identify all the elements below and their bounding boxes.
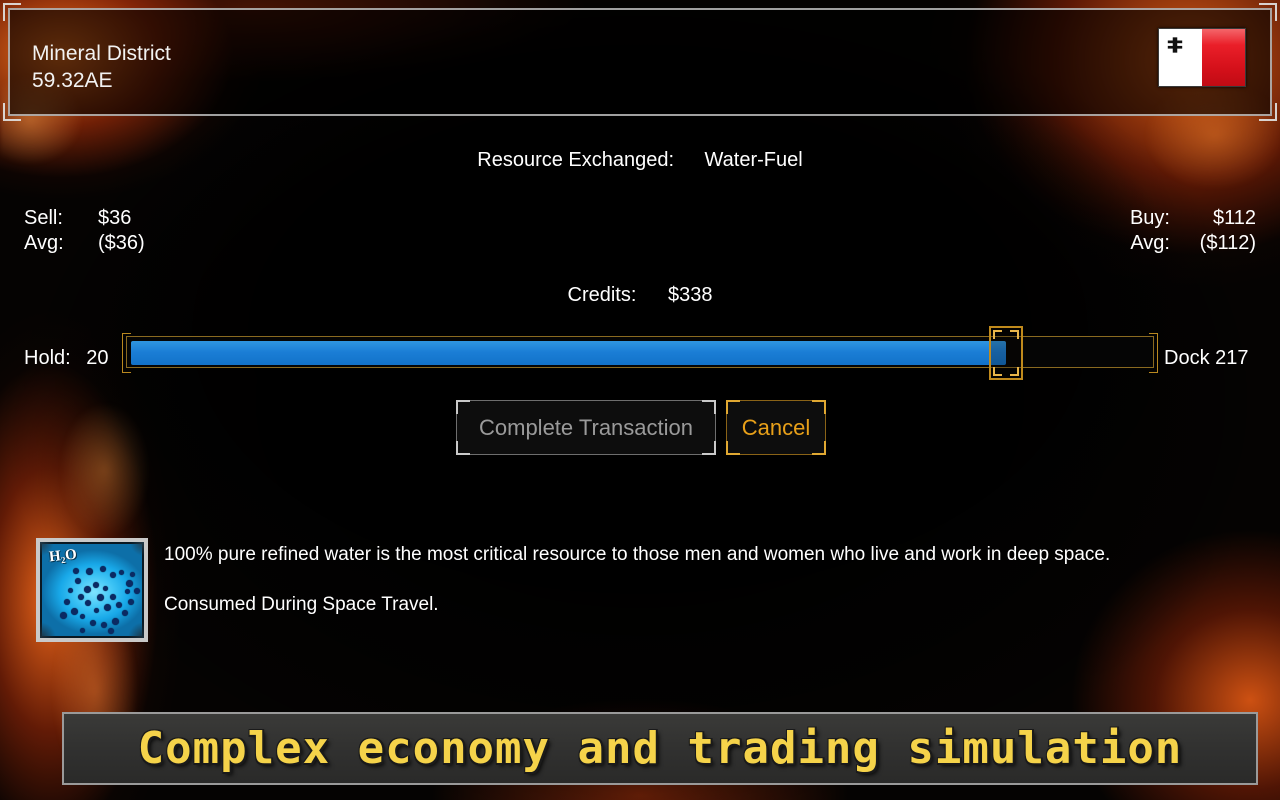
water-dot xyxy=(78,594,84,600)
corner-bracket-top-right xyxy=(1259,3,1277,21)
resource-description: 100% pure refined water is the most crit… xyxy=(164,544,1111,565)
btn-corner-bottom-left xyxy=(456,441,470,455)
water-dot xyxy=(94,608,99,613)
district-coordinates: 59.32AE xyxy=(32,69,113,92)
buy-avg-label: Avg: xyxy=(1130,232,1170,254)
water-dot xyxy=(90,620,96,626)
cancel-button[interactable]: Cancel xyxy=(726,400,826,455)
promo-banner: Complex economy and trading simulation xyxy=(62,712,1258,785)
btn-corner-bottom-left xyxy=(726,441,740,455)
water-dot xyxy=(93,582,99,588)
flag-white-field xyxy=(1159,29,1202,86)
water-dot xyxy=(97,594,104,601)
hold-value: 20 xyxy=(86,347,109,369)
district-info: Mineral District 59.32AE xyxy=(32,40,171,94)
water-dot xyxy=(104,604,111,611)
buy-label: Buy: xyxy=(1129,207,1170,229)
sell-value: $36 xyxy=(98,207,132,229)
btn-corner-bottom-right xyxy=(702,441,716,455)
corner-bracket-bottom-right xyxy=(1259,103,1277,121)
water-dot xyxy=(64,599,70,605)
btn-corner-top-left xyxy=(726,400,740,414)
buy-avg-row: Avg: ($112) xyxy=(1096,231,1256,256)
credits-value: $338 xyxy=(667,284,713,306)
credits-row: Credits: $338 xyxy=(0,284,1280,307)
water-dot xyxy=(128,599,134,605)
corner-bracket-top-left xyxy=(3,3,21,21)
thumb-corner-top-right xyxy=(1010,330,1019,339)
complete-transaction-label: Complete Transaction xyxy=(479,414,693,440)
slider-thumb[interactable] xyxy=(989,326,1023,380)
sell-price-row: Sell: $36 xyxy=(24,206,178,231)
cross-emblem-icon xyxy=(1167,37,1183,53)
water-dot xyxy=(71,608,78,615)
slider-right-cap xyxy=(1149,333,1158,373)
water-dot xyxy=(68,588,73,593)
sell-avg-row: Avg: ($36) xyxy=(24,231,178,256)
corner-bracket-bottom-left xyxy=(3,103,21,121)
water-dot xyxy=(103,586,108,591)
btn-corner-top-left xyxy=(456,400,470,414)
complete-transaction-button[interactable]: Complete Transaction xyxy=(456,400,716,455)
resource-exchanged-row: Resource Exchanged: Water-Fuel xyxy=(0,149,1280,172)
water-dot xyxy=(80,614,85,619)
resource-exchanged-value: Water-Fuel xyxy=(704,149,803,171)
buy-price-block: Buy: $112 Avg: ($112) xyxy=(1096,206,1256,256)
water-dot xyxy=(119,570,124,575)
sell-avg-label: Avg: xyxy=(24,232,64,254)
hold-label-text: Hold: xyxy=(24,347,71,369)
sell-price-block: Sell: $36 Avg: ($36) xyxy=(24,206,178,256)
water-dot xyxy=(75,578,81,584)
btn-corner-top-right xyxy=(702,400,716,414)
water-dot xyxy=(85,600,91,606)
water-dot xyxy=(100,566,106,572)
water-dot xyxy=(60,612,67,619)
water-dot xyxy=(101,622,107,628)
buy-value: $112 xyxy=(1212,207,1256,229)
water-h2o-icon: H₂O xyxy=(36,538,148,642)
water-dot xyxy=(134,588,140,594)
water-dot xyxy=(110,594,116,600)
slider-left-cap xyxy=(122,333,131,373)
dock-capacity-label: Dock 217 xyxy=(1164,347,1249,369)
slider-fill xyxy=(131,341,1006,365)
quantity-slider[interactable] xyxy=(122,326,1158,380)
btn-corner-bottom-right xyxy=(812,441,826,455)
credits-label: Credits: xyxy=(567,284,637,306)
district-header-panel: Mineral District 59.32AE xyxy=(3,3,1277,121)
cancel-label: Cancel xyxy=(741,414,811,440)
water-dot xyxy=(80,628,85,633)
thumb-corner-bottom-right xyxy=(1010,367,1019,376)
buy-price-row: Buy: $112 xyxy=(1096,206,1256,231)
sell-label: Sell: xyxy=(24,207,63,229)
resource-exchanged-label: Resource Exchanged: xyxy=(477,149,675,171)
water-dot xyxy=(126,580,133,587)
water-dot xyxy=(130,572,135,577)
water-dot xyxy=(108,628,114,634)
water-dot xyxy=(86,568,93,575)
thumb-corner-top-left xyxy=(993,330,1002,339)
flag-red-field xyxy=(1202,29,1245,86)
sell-avg-value: ($36) xyxy=(98,232,145,254)
water-dot xyxy=(112,618,119,625)
faction-flag-icon xyxy=(1158,28,1246,87)
page-title: Mineral District xyxy=(32,42,171,65)
thumb-corner-bottom-left xyxy=(993,367,1002,376)
water-icon-caption: H₂O xyxy=(48,546,78,566)
water-dot xyxy=(125,589,130,594)
water-dot xyxy=(110,572,116,578)
water-dot xyxy=(122,610,128,616)
resource-usage-note: Consumed During Space Travel. xyxy=(164,594,439,615)
water-dot xyxy=(73,568,79,574)
hold-quantity-label: Hold: 20 xyxy=(24,347,109,370)
resource-description-text: 100% pure refined water is the most crit… xyxy=(164,542,1280,618)
btn-corner-top-right xyxy=(812,400,826,414)
buy-avg-value: ($112) xyxy=(1199,232,1256,254)
promo-banner-text: Complex economy and trading simulation xyxy=(137,723,1183,774)
water-dot xyxy=(84,586,91,593)
water-dot xyxy=(116,602,122,608)
